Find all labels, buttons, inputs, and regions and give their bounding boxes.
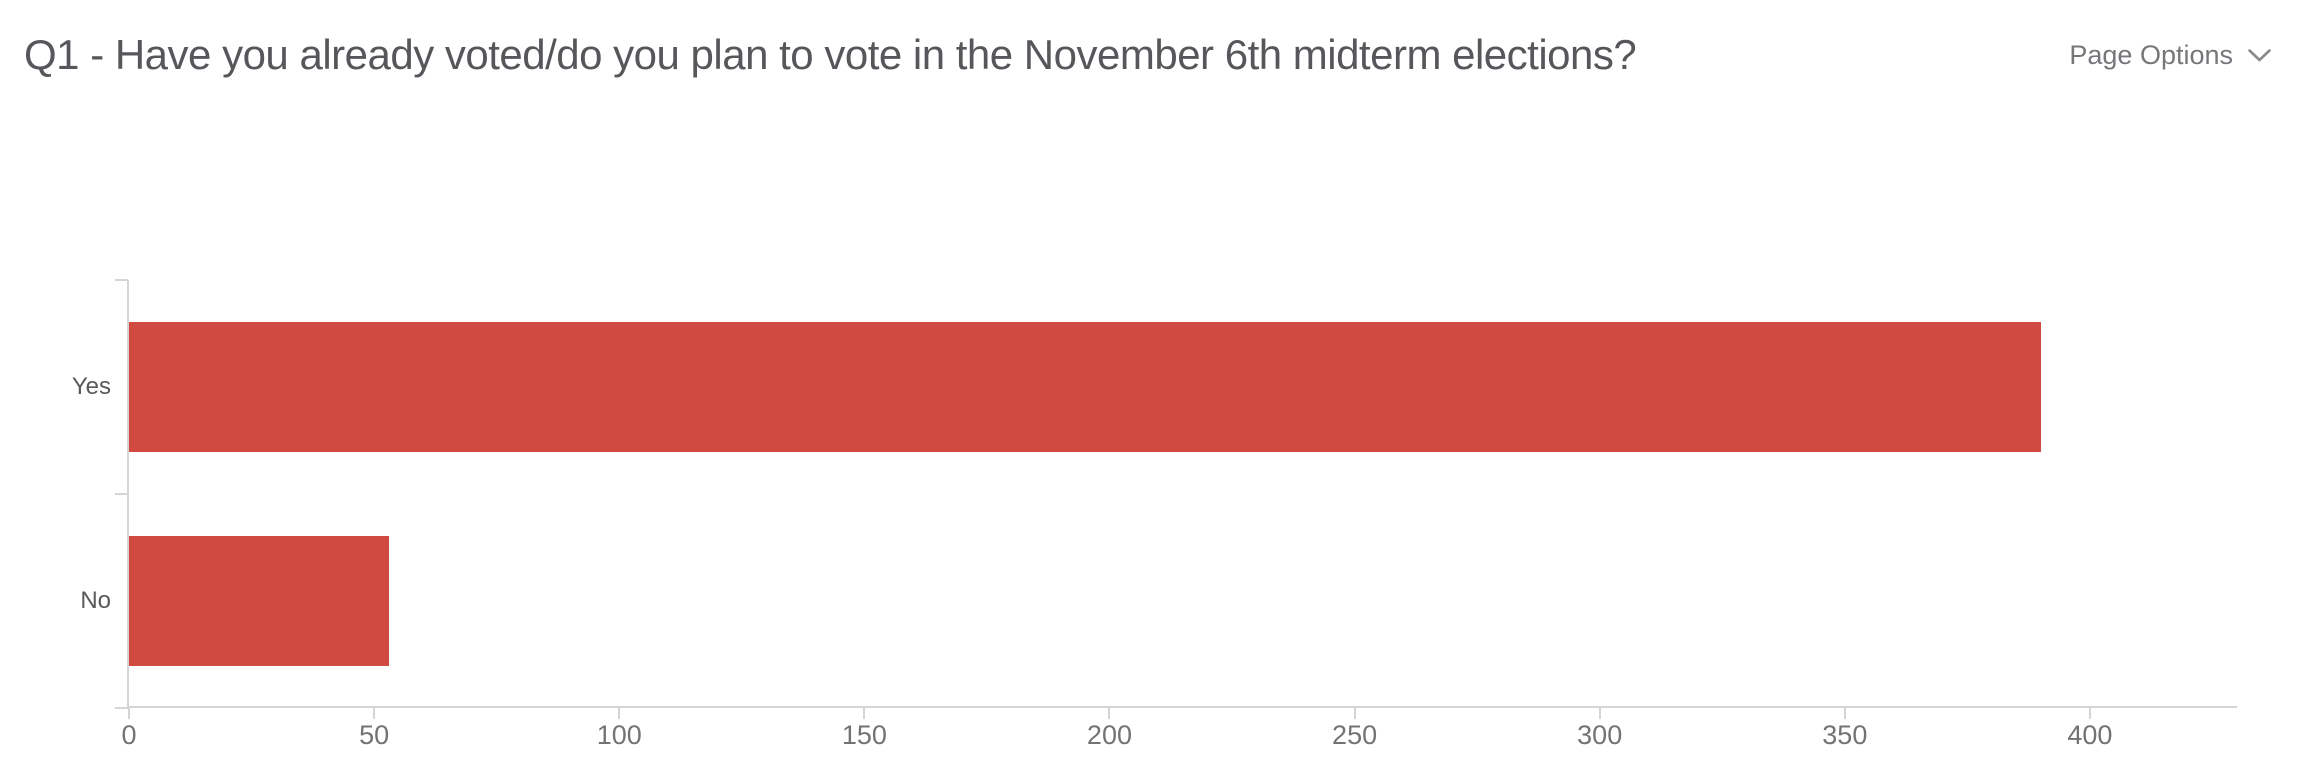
y-axis-boundary-tick <box>115 707 128 709</box>
x-axis-tick <box>373 708 376 719</box>
report-header: Q1 - Have you already voted/do you plan … <box>0 0 2312 100</box>
bar-yes[interactable] <box>129 322 2041 452</box>
x-axis-tick <box>1108 708 1111 719</box>
x-axis-tick <box>1353 708 1356 719</box>
x-axis-tick-label: 250 <box>1332 720 1378 750</box>
question-title: Q1 - Have you already voted/do you plan … <box>24 31 1637 78</box>
y-axis-boundary-tick <box>115 279 128 281</box>
x-axis-tick-label: 200 <box>1086 720 1132 750</box>
bar-row: No <box>80 493 2237 708</box>
x-axis-tick-label: 400 <box>2067 720 2113 750</box>
category-label: No <box>80 587 111 614</box>
x-axis-tick-label: 0 <box>121 720 137 750</box>
bar-row: Yes <box>72 279 2237 494</box>
chevron-down-icon <box>2247 48 2272 63</box>
page-options-button[interactable]: Page Options <box>2069 40 2272 71</box>
x-axis-tick <box>128 708 130 719</box>
x-axis-tick-label: 350 <box>1822 720 1868 750</box>
x-axis-tick-label: 150 <box>841 720 887 750</box>
x-axis-tick <box>1843 708 1846 719</box>
x-axis-tick <box>863 708 866 719</box>
x-axis-tick-label: 100 <box>596 720 642 750</box>
x-axis-tick <box>1598 708 1601 719</box>
x-axis-tick-label: 50 <box>359 720 390 750</box>
x-axis-tick-label: 300 <box>1577 720 1623 750</box>
page-options-label: Page Options <box>2069 39 2233 70</box>
x-axis-tick <box>2088 708 2091 719</box>
x-axis-tick <box>618 708 621 719</box>
bar-chart-plot-area: Yes No 0 50 100 150 200 250 300 350 400 <box>72 279 2237 750</box>
y-axis-boundary-tick <box>115 493 128 495</box>
category-label: Yes <box>71 373 111 400</box>
bar-no[interactable] <box>129 536 389 666</box>
